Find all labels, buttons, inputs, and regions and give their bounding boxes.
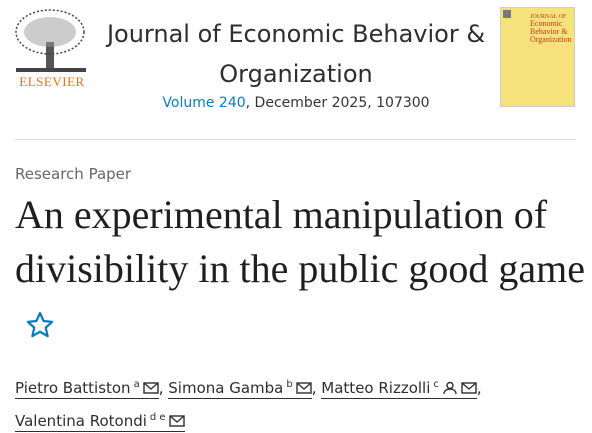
ground <box>16 68 86 72</box>
divider <box>15 139 576 140</box>
cover-logo <box>503 10 511 18</box>
publisher-logo[interactable]: ELSEVIER <box>12 6 92 94</box>
mail-icon <box>143 382 159 394</box>
affiliation-marks: c <box>433 379 439 390</box>
journal-title[interactable]: Journal of Economic Behavior & Organizat… <box>106 20 486 88</box>
cover-text: Economic <box>530 19 563 28</box>
article-type: Research Paper <box>15 165 132 183</box>
envelope <box>461 382 477 394</box>
person-body <box>443 388 457 395</box>
mail-icon <box>168 415 185 427</box>
mail-icon <box>461 382 477 394</box>
affiliation-marks: d e <box>149 412 166 423</box>
author-list: Pietro Battiston a, Simona Gamba b, Matteo… <box>15 370 587 433</box>
volume-link[interactable]: Volume 240 <box>162 95 246 111</box>
affiliation-marks: a <box>133 379 140 390</box>
author-link[interactable]: Pietro Battiston a <box>15 379 159 399</box>
author-name: Matteo Rizzolli <box>321 379 431 397</box>
author-link[interactable]: Matteo Rizzolli c <box>321 379 477 399</box>
envelope-flap <box>169 415 185 423</box>
envelope-flap <box>143 382 159 390</box>
envelope <box>143 382 159 394</box>
cover-text: Behavior & <box>530 27 568 36</box>
envelope <box>168 415 185 427</box>
issue-info: , December 2025, 107300 <box>245 95 430 111</box>
cover-background <box>500 7 575 107</box>
author-link[interactable]: Valentina Rotondi d e <box>15 412 185 432</box>
tree-trunk <box>46 42 54 72</box>
affiliation-marks: b <box>286 379 293 390</box>
tree-foliage <box>24 17 76 47</box>
envelope <box>296 382 312 394</box>
bookmark-star[interactable] <box>25 310 55 340</box>
separator: , <box>476 379 482 397</box>
person-icon <box>443 381 457 395</box>
envelope-flap <box>461 382 477 390</box>
journal-cover[interactable]: JOURNAL OF Economic Behavior & Organizat… <box>500 7 575 107</box>
tree-crown <box>15 9 85 55</box>
author-name: Pietro Battiston <box>15 379 131 397</box>
separator: , <box>311 379 317 397</box>
author-name: Simona Gamba <box>168 379 284 397</box>
mail-icon <box>296 382 312 394</box>
cover-text: JOURNAL OF <box>530 14 567 20</box>
person-head <box>446 381 454 390</box>
issue-line: Volume 240, December 2025, 107300 <box>92 95 500 111</box>
title-text: An experimental manipulation of divisibi… <box>15 192 585 291</box>
article-title: An experimental manipulation of divisibi… <box>15 188 587 350</box>
cover-text: Organization <box>530 35 572 44</box>
author-link[interactable]: Simona Gamba b <box>168 379 312 399</box>
envelope-flap <box>296 382 312 390</box>
separator: , <box>158 379 164 397</box>
author-name: Valentina Rotondi <box>15 412 147 430</box>
publisher-name: ELSEVIER <box>19 74 84 89</box>
